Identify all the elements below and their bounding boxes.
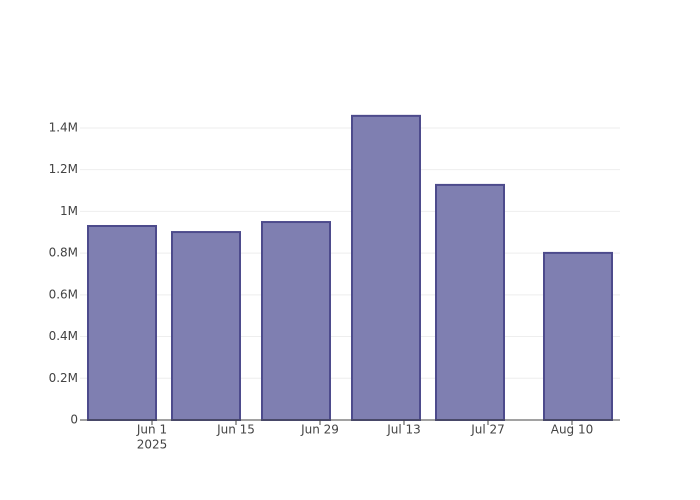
- bar: [351, 114, 421, 421]
- bar: [261, 221, 331, 421]
- bar: [171, 231, 241, 421]
- x-year-label: 2025: [137, 438, 168, 452]
- x-tick-label: Jun 1: [136, 423, 167, 437]
- x-tick-label: Jul 13: [386, 423, 421, 437]
- y-tick-label: 0.4M: [49, 329, 78, 343]
- x-tick-label: Jun 15: [216, 423, 255, 437]
- bar: [435, 183, 505, 421]
- x-tick-label: Jul 27: [470, 423, 505, 437]
- y-tick-label: 0.8M: [49, 246, 78, 260]
- y-tick-label: 1.2M: [49, 162, 78, 176]
- x-tick-label: Aug 10: [551, 423, 594, 437]
- bar: [543, 251, 613, 421]
- x-tick-label: Jun 29: [300, 423, 339, 437]
- y-tick-label: 0: [70, 413, 78, 427]
- y-tick-label: 1M: [60, 204, 78, 218]
- y-tick-label: 1.4M: [49, 120, 78, 134]
- y-tick-label: 0.6M: [49, 287, 78, 301]
- bar: [87, 224, 157, 421]
- y-tick-label: 0.2M: [49, 371, 78, 385]
